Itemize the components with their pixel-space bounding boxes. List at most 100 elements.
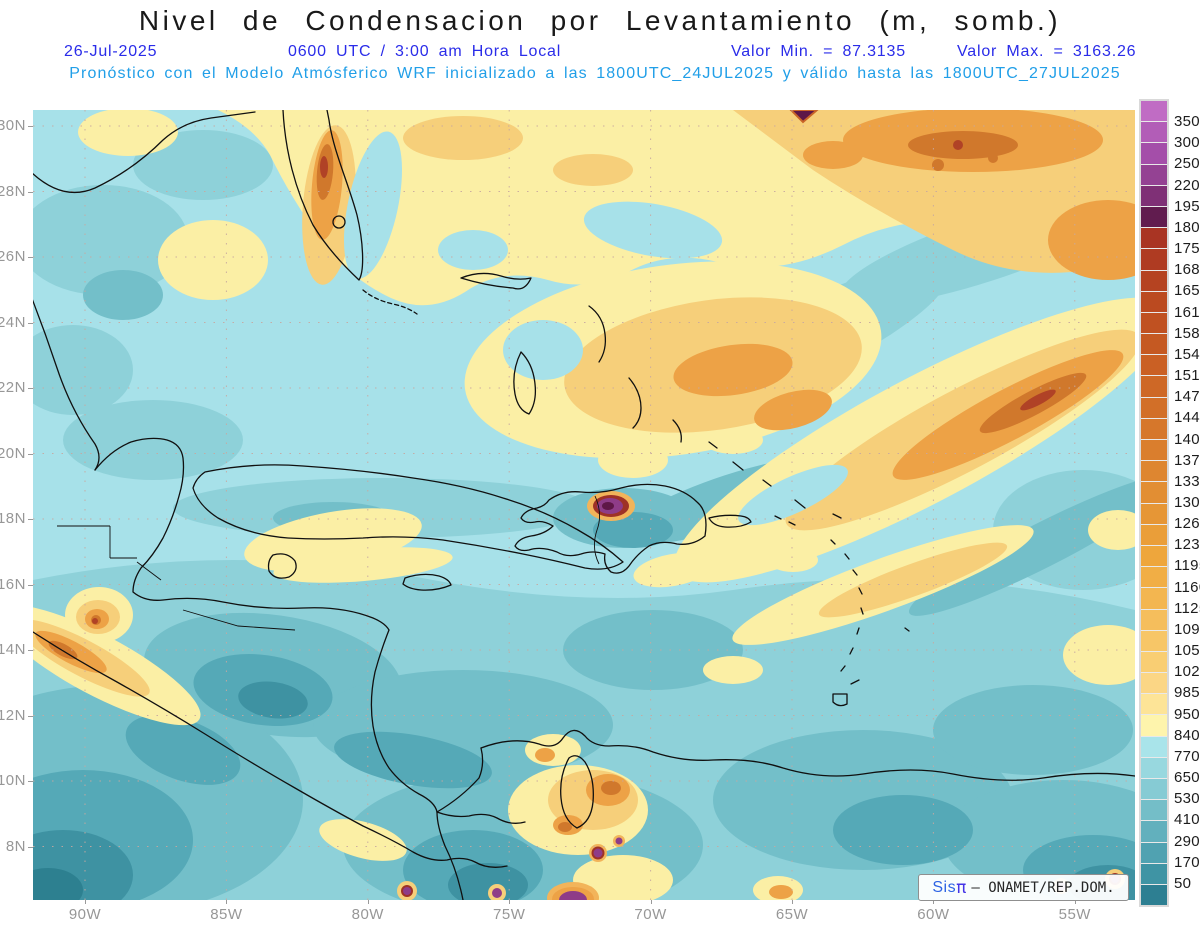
graticule (33, 110, 1135, 900)
colorbar-segment (1141, 397, 1167, 418)
lat-tick (28, 519, 33, 520)
colorbar-tick-label: 1300 (1174, 494, 1200, 511)
cuba-coast (192, 464, 624, 570)
lon-tick (650, 900, 652, 904)
colorbar-segment (1141, 800, 1167, 821)
florida-coast (282, 110, 364, 281)
colorbar-segment (1141, 588, 1167, 609)
colorbar-tick-label: 840 (1174, 726, 1200, 744)
colorbar-segment (1141, 736, 1167, 757)
colorbar-tick-label: 650 (1174, 769, 1200, 787)
lon-tick (1074, 900, 1076, 904)
colorbar-tick-label: 1615 (1174, 303, 1200, 321)
colorbar-tick-label: 1230 (1174, 536, 1200, 554)
colorbar-segment (1141, 291, 1167, 312)
lat-tick (28, 257, 33, 258)
lon-tick (792, 900, 793, 904)
colorbar-tick-label: 1475 (1174, 388, 1200, 406)
colorbar-segment (1141, 757, 1167, 778)
colorbar-tick-label: 410 (1174, 811, 1200, 829)
longitude-axis: 90W 85W 80W 75W 70W 65W 60W 55W (33, 900, 1135, 926)
colorbar-tick-label: 1265 (1174, 515, 1200, 533)
lon-label: 90W (68, 906, 102, 923)
colorbar-tick-label: 170 (1174, 853, 1200, 871)
lat-tick (28, 781, 33, 782)
colorbar-segment (1141, 567, 1167, 588)
lcl-shaded-map (33, 110, 1135, 900)
florida-keys (362, 289, 418, 315)
lat-tick (28, 388, 33, 389)
colorbar-tick-label: 1160 (1174, 578, 1200, 596)
valor-max: Valor Max. = 3163.26 (957, 43, 1137, 60)
colorbar-tick-label: 530 (1174, 790, 1200, 808)
colorbar-tick-label: 1580 (1174, 324, 1200, 342)
country-borders (57, 495, 600, 631)
colorbar-segment (1141, 482, 1167, 503)
lon-tick (509, 900, 511, 904)
colorbar-segment (1141, 164, 1167, 185)
lat-label: 20N (0, 444, 26, 462)
lat-tick (28, 322, 33, 324)
colorbar-segment (1141, 312, 1167, 334)
lon-label: 55W (1058, 906, 1091, 923)
colorbar-segment (1141, 842, 1167, 863)
lat-tick (28, 846, 33, 848)
lat-label: 8N (5, 837, 26, 855)
lon-label: 70W (634, 906, 667, 923)
bahamas-islands (460, 272, 532, 290)
colorbar-tick-label: 3000 (1174, 134, 1200, 152)
hispaniola-coast (514, 483, 707, 574)
gulf-coast (33, 111, 256, 194)
colorbar-segment (1141, 270, 1167, 291)
colorbar-tick-label: 1650 (1174, 282, 1200, 300)
mexico-gulf-coast (33, 299, 100, 471)
colorbar-tick-label: 985 (1174, 684, 1200, 702)
colorbar-tick-label: 3500 (1174, 113, 1200, 131)
colorbar-segment (1141, 376, 1167, 397)
colorbar-segment (1141, 821, 1167, 842)
colorbar-segment (1141, 779, 1167, 800)
colorbar-tick-label: 50 (1174, 874, 1192, 892)
colorbar-segment (1141, 440, 1167, 461)
colorbar-tick-label: 1440 (1174, 409, 1200, 427)
lon-label: 60W (917, 906, 950, 923)
forecast-date: 26-Jul-2025 (64, 43, 158, 60)
colorbar-segment (1141, 185, 1167, 206)
central-america-caribbean-coast (94, 437, 526, 824)
colorbar-segment (1141, 122, 1167, 143)
colorbar-tick-label: 290 (1174, 832, 1200, 850)
colorbar-tick-label: 950 (1174, 705, 1200, 723)
lat-label: 26N (0, 248, 26, 265)
watermark-brand: Sis (932, 878, 957, 896)
colorbar-segment (1141, 545, 1167, 567)
lon-label: 75W (493, 906, 526, 923)
colorbar-segment (1141, 228, 1167, 249)
lat-tick (28, 584, 33, 586)
colorbar-tick-label: 1545 (1174, 345, 1200, 363)
colorbar-segment (1141, 249, 1167, 270)
colorbar-segment (1141, 863, 1167, 884)
lat-tick (28, 453, 33, 455)
lat-tick (28, 191, 33, 193)
colorbar-segment (1141, 355, 1167, 376)
central-america-pacific-coast (33, 631, 508, 868)
colorbar-segment (1141, 101, 1167, 122)
shading-cyan-channels (343, 131, 848, 526)
forecast-map (33, 110, 1135, 900)
lat-label: 30N (0, 117, 26, 134)
colorbar-segment (1141, 524, 1167, 545)
lat-label: 10N (0, 772, 26, 789)
colorbar-tick-label: 1020 (1174, 663, 1200, 681)
colorbar-segment (1141, 694, 1167, 715)
trinidad-tobago (832, 679, 860, 707)
lon-tick (933, 900, 935, 904)
colorbar-tick-label: 2500 (1174, 155, 1200, 173)
colorbar-segment (1141, 715, 1167, 736)
colorbar-tick-label: 1055 (1174, 642, 1200, 660)
latitude-axis: 30N 28N 26N 24N 22N 20N 18N 16N 14N 12N 10N 8N (0, 110, 33, 900)
lat-label: 18N (0, 510, 26, 527)
lon-label: 85W (210, 906, 243, 923)
colorbar-segment (1141, 143, 1167, 164)
colorbar-tick-label: 1685 (1174, 261, 1200, 279)
lat-label: 16N (0, 575, 26, 593)
